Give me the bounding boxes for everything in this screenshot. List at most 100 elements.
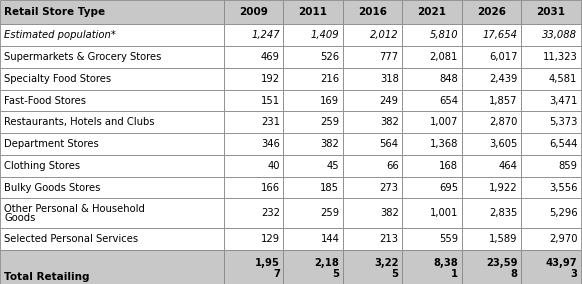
Text: 526: 526 (320, 52, 339, 62)
Bar (402, 111, 462, 133)
Text: 859: 859 (558, 161, 577, 171)
Bar (0, 199, 224, 228)
Bar (0, 155, 224, 177)
Bar (402, 228, 462, 250)
Text: 3,556: 3,556 (549, 183, 577, 193)
Text: 40: 40 (268, 161, 280, 171)
Text: 1,589: 1,589 (489, 234, 517, 244)
Bar (521, 177, 581, 199)
Bar (224, 155, 283, 177)
Bar (224, 0, 283, 24)
Bar (343, 46, 402, 68)
Text: 848: 848 (439, 74, 458, 84)
Text: Total Retailing: Total Retailing (4, 272, 90, 281)
Text: 382: 382 (380, 208, 399, 218)
Text: 1,368: 1,368 (430, 139, 458, 149)
Text: 2016: 2016 (358, 7, 387, 17)
Bar (521, 155, 581, 177)
Bar (402, 155, 462, 177)
Bar (521, 228, 581, 250)
Bar (224, 68, 283, 90)
Text: Goods: Goods (4, 212, 36, 223)
Text: 2,081: 2,081 (430, 52, 458, 62)
Text: 249: 249 (379, 95, 399, 106)
Bar (224, 90, 283, 111)
Text: 169: 169 (320, 95, 339, 106)
Bar (283, 250, 343, 284)
Text: 5,373: 5,373 (549, 117, 577, 127)
Bar (283, 177, 343, 199)
Text: 2,18: 2,18 (314, 258, 339, 268)
Bar (521, 90, 581, 111)
Bar (343, 250, 402, 284)
Text: 3,22: 3,22 (374, 258, 399, 268)
Text: 7: 7 (273, 270, 280, 279)
Bar (462, 90, 521, 111)
Text: 1: 1 (451, 270, 458, 279)
Bar (462, 250, 521, 284)
Text: 2,439: 2,439 (489, 74, 517, 84)
Text: 469: 469 (261, 52, 280, 62)
Bar (343, 90, 402, 111)
Text: Bulky Goods Stores: Bulky Goods Stores (4, 183, 101, 193)
Text: Selected Personal Services: Selected Personal Services (4, 234, 138, 244)
Bar (283, 90, 343, 111)
Bar (343, 133, 402, 155)
Text: 33,088: 33,088 (542, 30, 577, 40)
Bar (402, 24, 462, 46)
Text: 654: 654 (439, 95, 458, 106)
Text: Estimated population*: Estimated population* (4, 30, 116, 40)
Bar (462, 0, 521, 24)
Text: 1,247: 1,247 (251, 30, 280, 40)
Text: Fast-Food Stores: Fast-Food Stores (4, 95, 86, 106)
Bar (0, 0, 224, 24)
Bar (343, 199, 402, 228)
Text: 192: 192 (261, 74, 280, 84)
Bar (343, 111, 402, 133)
Bar (283, 68, 343, 90)
Text: 43,97: 43,97 (546, 258, 577, 268)
Text: 318: 318 (380, 74, 399, 84)
Bar (283, 46, 343, 68)
Text: 3: 3 (570, 270, 577, 279)
Text: 564: 564 (379, 139, 399, 149)
Text: Supermarkets & Grocery Stores: Supermarkets & Grocery Stores (4, 52, 161, 62)
Bar (283, 199, 343, 228)
Text: 2,012: 2,012 (370, 30, 399, 40)
Bar (402, 250, 462, 284)
Text: 17,654: 17,654 (482, 30, 517, 40)
Bar (0, 250, 224, 284)
Text: 695: 695 (439, 183, 458, 193)
Bar (0, 68, 224, 90)
Bar (224, 177, 283, 199)
Bar (343, 68, 402, 90)
Text: 3,605: 3,605 (489, 139, 517, 149)
Bar (521, 111, 581, 133)
Bar (224, 133, 283, 155)
Bar (521, 133, 581, 155)
Bar (462, 68, 521, 90)
Text: 11,323: 11,323 (542, 52, 577, 62)
Bar (283, 133, 343, 155)
Bar (402, 177, 462, 199)
Bar (521, 199, 581, 228)
Text: 6,017: 6,017 (489, 52, 517, 62)
Text: Department Stores: Department Stores (4, 139, 99, 149)
Text: 5: 5 (392, 270, 399, 279)
Text: 151: 151 (261, 95, 280, 106)
Text: 5,296: 5,296 (549, 208, 577, 218)
Text: 1,922: 1,922 (489, 183, 517, 193)
Bar (521, 68, 581, 90)
Bar (462, 228, 521, 250)
Bar (521, 24, 581, 46)
Text: 5,810: 5,810 (430, 30, 458, 40)
Text: 1,857: 1,857 (489, 95, 517, 106)
Text: 2026: 2026 (477, 7, 506, 17)
Text: 2,835: 2,835 (489, 208, 517, 218)
Bar (224, 46, 283, 68)
Bar (0, 24, 224, 46)
Bar (283, 155, 343, 177)
Text: 231: 231 (261, 117, 280, 127)
Bar (402, 68, 462, 90)
Text: Other Personal & Household: Other Personal & Household (4, 204, 145, 214)
